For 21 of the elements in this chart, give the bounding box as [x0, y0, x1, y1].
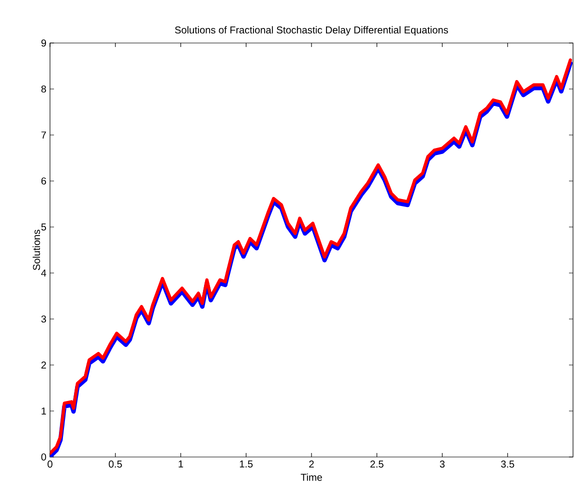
x-tick-label: 0.5 — [108, 460, 122, 468]
x-axis-title: Time — [300, 473, 322, 481]
y-tick-label: 2 — [41, 362, 46, 368]
x-tick-label: 2.5 — [370, 460, 384, 468]
y-tick-label: 7 — [41, 132, 46, 138]
y-tick-label: 3 — [41, 315, 46, 323]
x-tick-label: 3 — [440, 460, 445, 468]
y-tick-label: 9 — [41, 39, 46, 47]
y-tick-label: 4 — [41, 270, 46, 276]
x-tick-label: 1 — [178, 460, 184, 468]
chart-title: Solutions of Fractional Stochastic Delay Differential Equations — [175, 26, 448, 36]
y-tick-label: 8 — [41, 85, 46, 93]
x-tick-label: 3.5 — [501, 460, 514, 468]
y-tick-label: 6 — [41, 177, 46, 185]
y-axis-title: Solutions — [32, 230, 40, 270]
x-tick-label: 1.5 — [240, 460, 253, 468]
x-tick-label: 2 — [309, 460, 314, 468]
y-tick-label: 5 — [41, 224, 46, 230]
y-tick-label: 0 — [41, 453, 46, 461]
y-tick-label: 1 — [42, 408, 46, 414]
x-tick-label: 0 — [48, 460, 52, 468]
